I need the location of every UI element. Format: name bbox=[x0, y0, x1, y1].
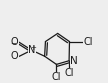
Text: −: − bbox=[11, 41, 17, 47]
Text: Cl: Cl bbox=[52, 72, 61, 82]
Text: Cl: Cl bbox=[64, 68, 74, 78]
Text: N: N bbox=[70, 56, 78, 66]
Text: Cl: Cl bbox=[83, 37, 93, 47]
Text: +: + bbox=[31, 45, 37, 51]
Text: N: N bbox=[28, 45, 35, 55]
Text: O: O bbox=[11, 51, 19, 61]
Text: O: O bbox=[11, 37, 19, 47]
